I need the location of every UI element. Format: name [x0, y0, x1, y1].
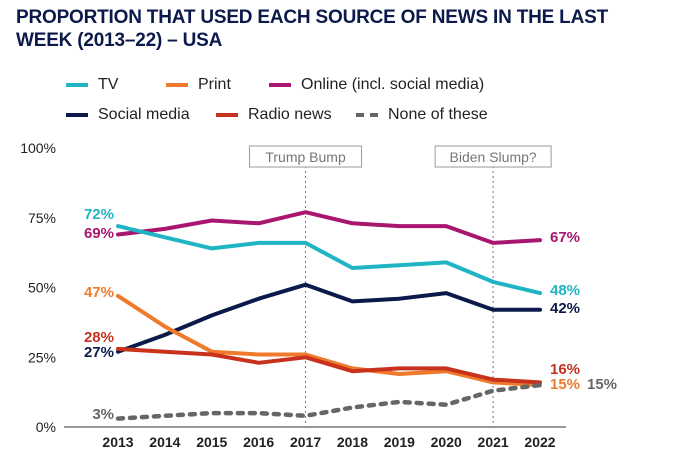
series-start-label: 28%: [84, 329, 114, 346]
x-tick-label: 2021: [478, 434, 509, 450]
series-end-label: 16%: [550, 361, 580, 378]
legend-swatch: [216, 113, 238, 117]
y-tick-label: 75%: [28, 210, 56, 226]
y-tick-label: 50%: [28, 280, 56, 296]
series-line: [116, 282, 542, 354]
legend-item: Print: [166, 76, 231, 94]
x-tick-label: 2019: [384, 434, 415, 450]
legend-swatch: [356, 113, 378, 117]
legend-item: Radio news: [216, 106, 332, 124]
x-tick-label: 2016: [243, 434, 274, 450]
series-line: [116, 346, 542, 385]
annotation-box: [249, 145, 363, 168]
annotation-label: Biden Slump?: [450, 149, 537, 165]
series-line: [115, 382, 543, 421]
legend-label: Social media: [98, 106, 190, 123]
annotation-label: Trump Bump: [265, 149, 346, 165]
legend-item: None of these: [356, 106, 488, 124]
annotation-box: [434, 145, 552, 168]
x-tick-label: 2022: [524, 434, 555, 450]
x-tick-label: 2014: [149, 434, 180, 450]
x-tick-label: 2015: [196, 434, 227, 450]
legend-swatch: [66, 83, 88, 87]
legend-item: TV: [66, 76, 118, 94]
series-start-label: 72%: [84, 206, 114, 223]
series-end-label: 48%: [550, 282, 580, 299]
series-end-label: 42%: [550, 300, 580, 317]
series-start-label: 27%: [84, 344, 114, 361]
x-tick-label: 2018: [337, 434, 368, 450]
legend-label: TV: [98, 76, 119, 93]
series-end-label: 15%: [550, 376, 580, 393]
legend-item: Online (incl. social media): [269, 76, 484, 94]
legend-label: Print: [198, 76, 231, 93]
y-tick-label: 0%: [36, 419, 56, 435]
legend-label: None of these: [388, 106, 488, 123]
series-start-label: 69%: [84, 225, 114, 242]
legend-swatch: [66, 113, 88, 117]
series-start-label: 3%: [92, 406, 114, 423]
chart-title: PROPORTION THAT USED EACH SOURCE OF NEWS…: [16, 7, 608, 51]
y-tick-label: 100%: [20, 140, 56, 156]
legend-label: Radio news: [248, 106, 332, 123]
x-tick-label: 2017: [290, 434, 321, 450]
series-end-label: 15%: [587, 376, 617, 393]
legend-label: Online (incl. social media): [301, 76, 485, 93]
x-tick-label: 2020: [431, 434, 462, 450]
series-line: [116, 293, 542, 388]
series-start-label: 47%: [84, 284, 114, 301]
series-line: [116, 210, 542, 245]
legend-swatch: [166, 83, 188, 87]
y-tick-label: 25%: [28, 349, 56, 365]
x-tick-label: 2013: [102, 434, 133, 450]
legend-swatch: [269, 83, 291, 87]
series-line: [116, 224, 542, 296]
series-end-label: 67%: [550, 229, 580, 246]
legend-item: Social media: [66, 106, 190, 124]
